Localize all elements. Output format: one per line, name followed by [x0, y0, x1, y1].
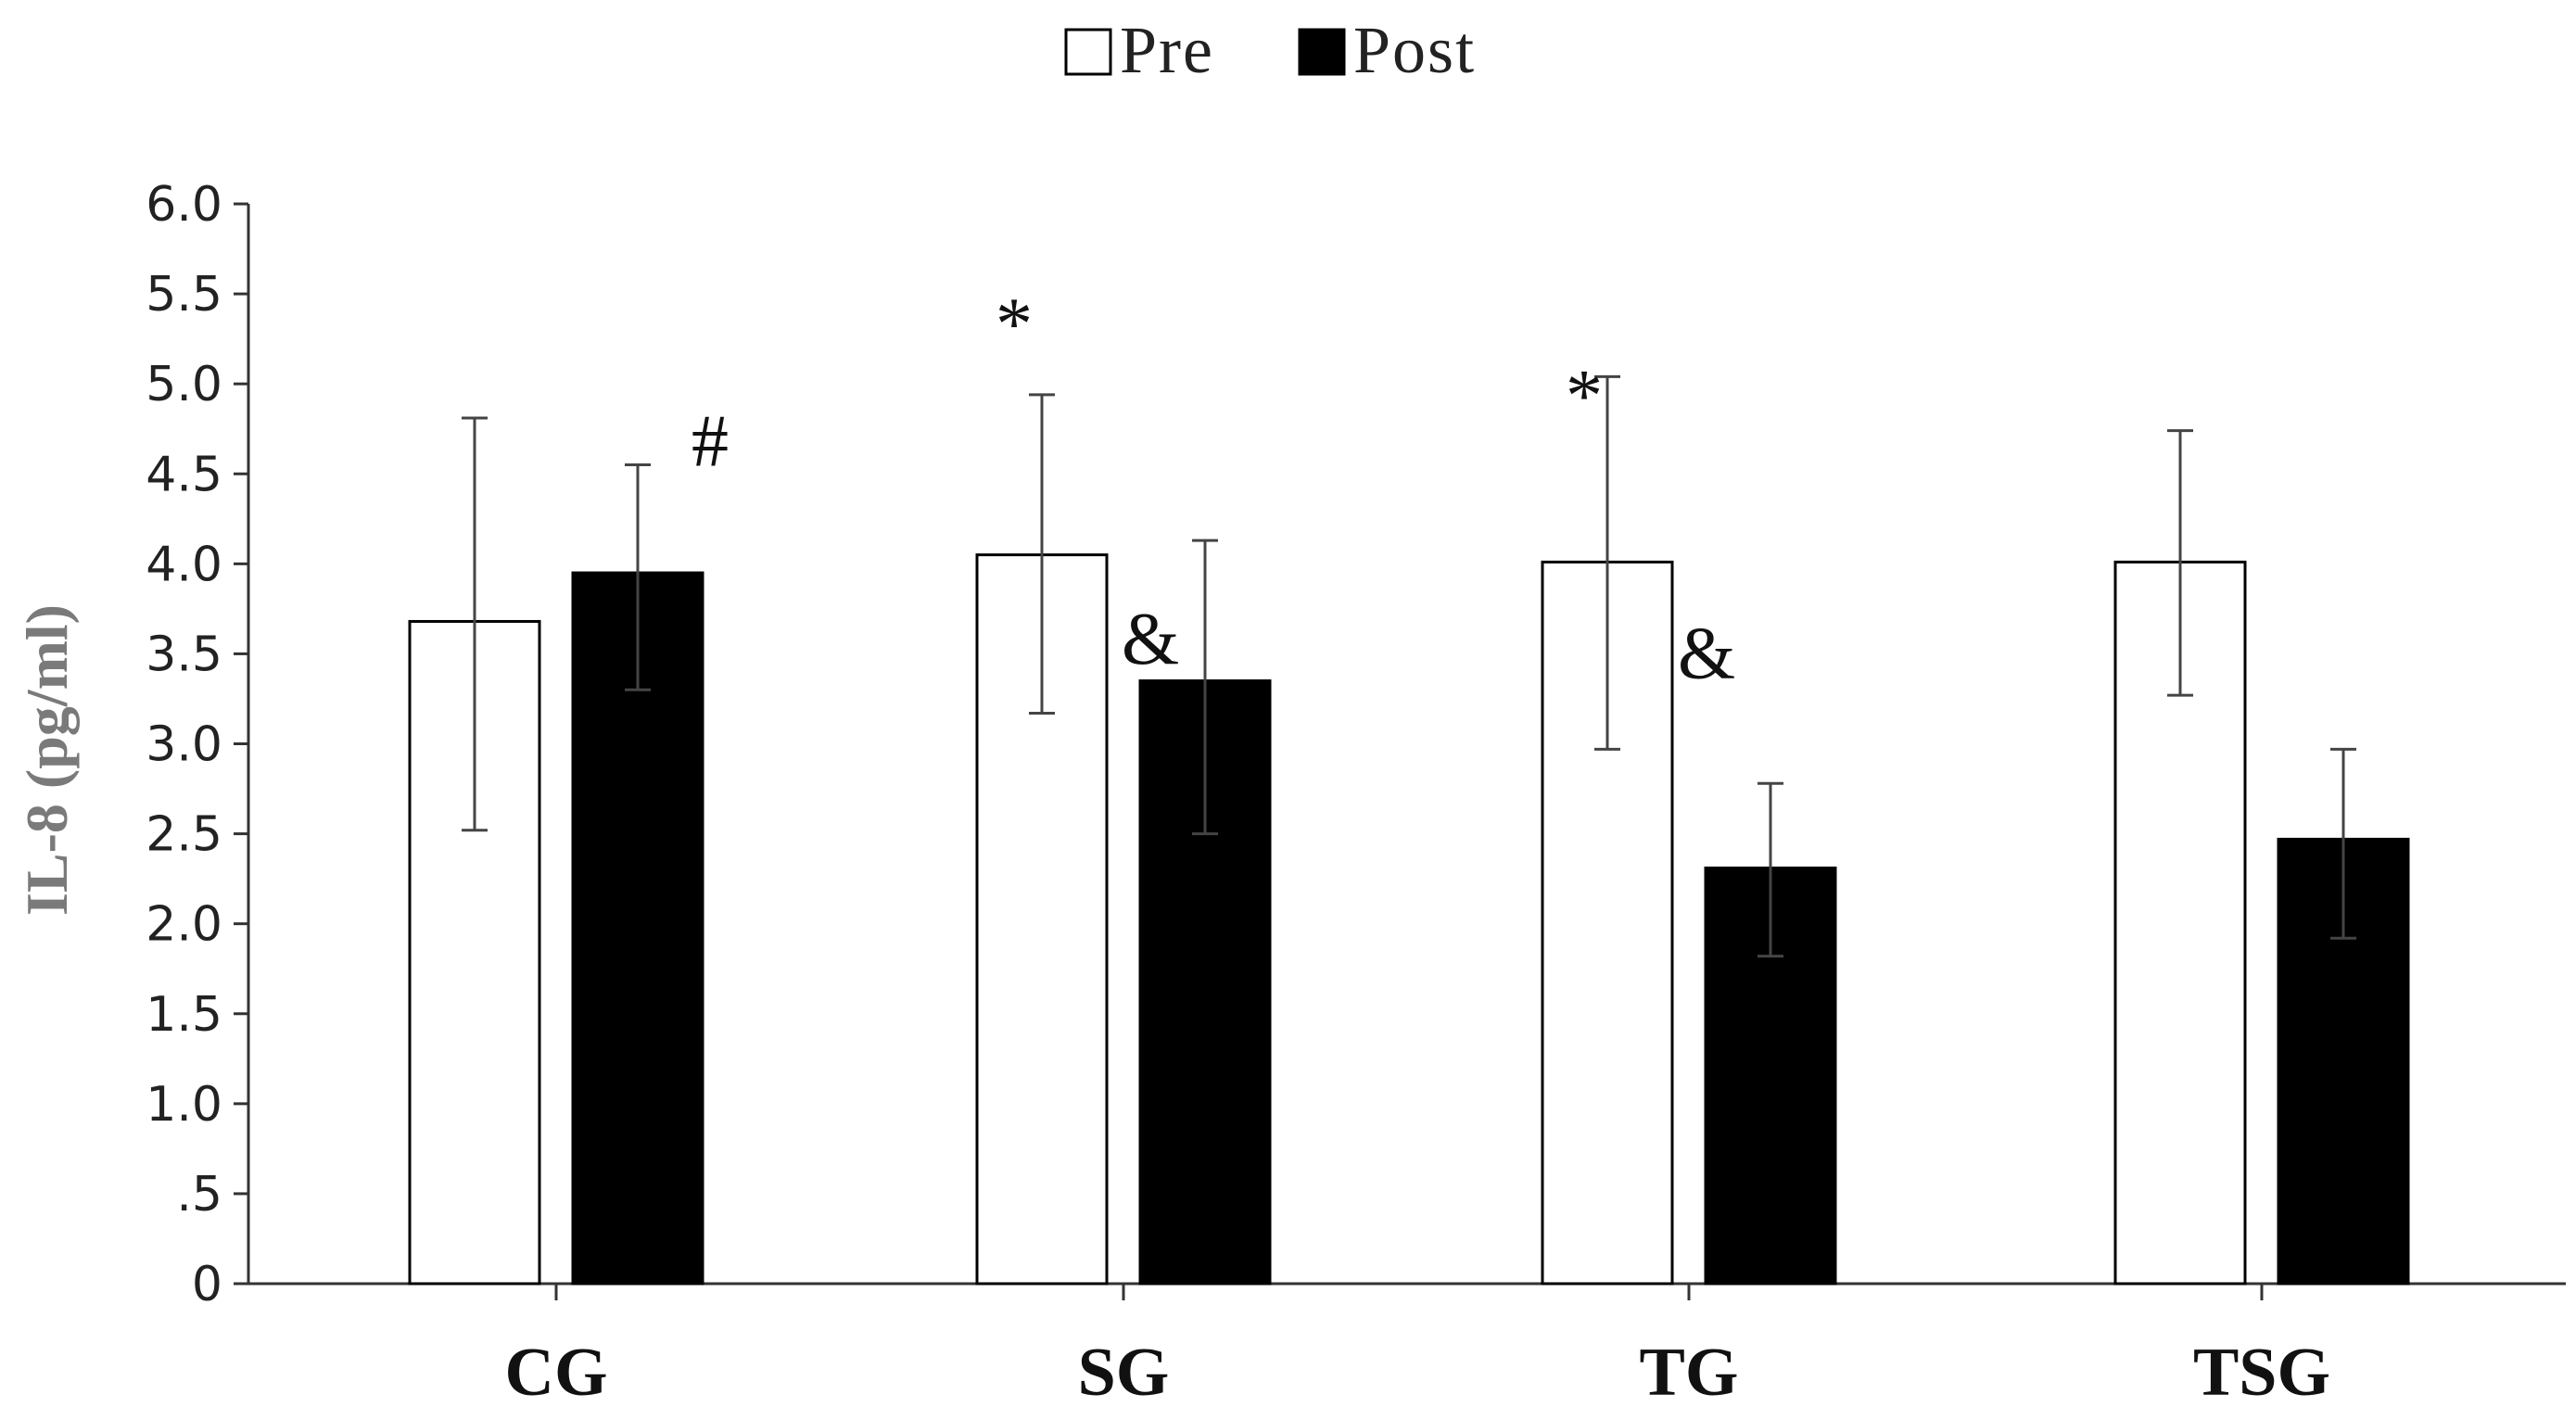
error-bar-post-tg — [1758, 781, 1783, 958]
legend-swatch-pre — [1064, 28, 1112, 76]
error-bars — [462, 374, 2356, 958]
y-tick-label: 0 — [192, 1257, 222, 1312]
y-tick-label: 4.5 — [146, 447, 222, 502]
legend-item-post: Post — [1298, 13, 1476, 87]
legend-item-pre: Pre — [1064, 13, 1214, 87]
y-tick-label: 3.5 — [146, 627, 222, 682]
y-tick-label: 5.5 — [146, 267, 222, 323]
legend-swatch-post — [1298, 28, 1346, 76]
legend-label-pre: Pre — [1120, 13, 1214, 87]
error-bar-pre-tg — [1594, 374, 1620, 751]
y-tick-label: 4.0 — [146, 537, 222, 592]
y-tick-label: 5.0 — [146, 357, 222, 412]
error-bar-pre-cg — [462, 416, 488, 832]
x-category-label-cg: CG — [505, 1335, 608, 1411]
y-tick-label: 3.0 — [146, 717, 222, 773]
error-bar-pre-tsg — [2167, 429, 2193, 697]
significance-annotations: * * # & & — [692, 284, 1735, 694]
error-bar-post-tsg — [2330, 747, 2356, 940]
annotation-post-sg: & — [1122, 599, 1179, 680]
y-tick-label: 2.0 — [146, 897, 222, 953]
error-bar-post-sg — [1192, 538, 1218, 836]
x-category-label-tg: TG — [1640, 1335, 1739, 1411]
annotation-pre-tg: * — [1566, 356, 1603, 437]
y-tick-label: 1.0 — [146, 1077, 222, 1133]
y-tick-label: 1.5 — [146, 987, 222, 1043]
y-axis-label: IL-8 (pg/ml) — [14, 604, 80, 916]
y-tick-label: 6.0 — [146, 177, 222, 233]
legend-label-post: Post — [1353, 13, 1476, 87]
x-category-label-sg: SG — [1078, 1335, 1170, 1411]
legend: Pre Post — [1064, 13, 1476, 87]
x-axis: CG SG TG TSG — [248, 1282, 2566, 1411]
error-bar-pre-sg — [1029, 393, 1055, 715]
bars — [408, 553, 2410, 1286]
bar-post-cg — [571, 571, 704, 1286]
annotation-pre-sg: * — [996, 284, 1033, 365]
annotation-post-cg: # — [692, 400, 729, 482]
y-tick-label: 2.5 — [146, 807, 222, 863]
y-tick-label: .5 — [176, 1167, 222, 1223]
x-category-label-tsg: TSG — [2193, 1335, 2330, 1411]
error-bar-post-cg — [625, 463, 651, 691]
y-axis: 0 .5 1.0 1.5 2.0 2.5 3.0 3.5 4.0 4.5 5.0 5.5 6.0 — [146, 177, 250, 1312]
annotation-post-tg: & — [1678, 614, 1735, 695]
